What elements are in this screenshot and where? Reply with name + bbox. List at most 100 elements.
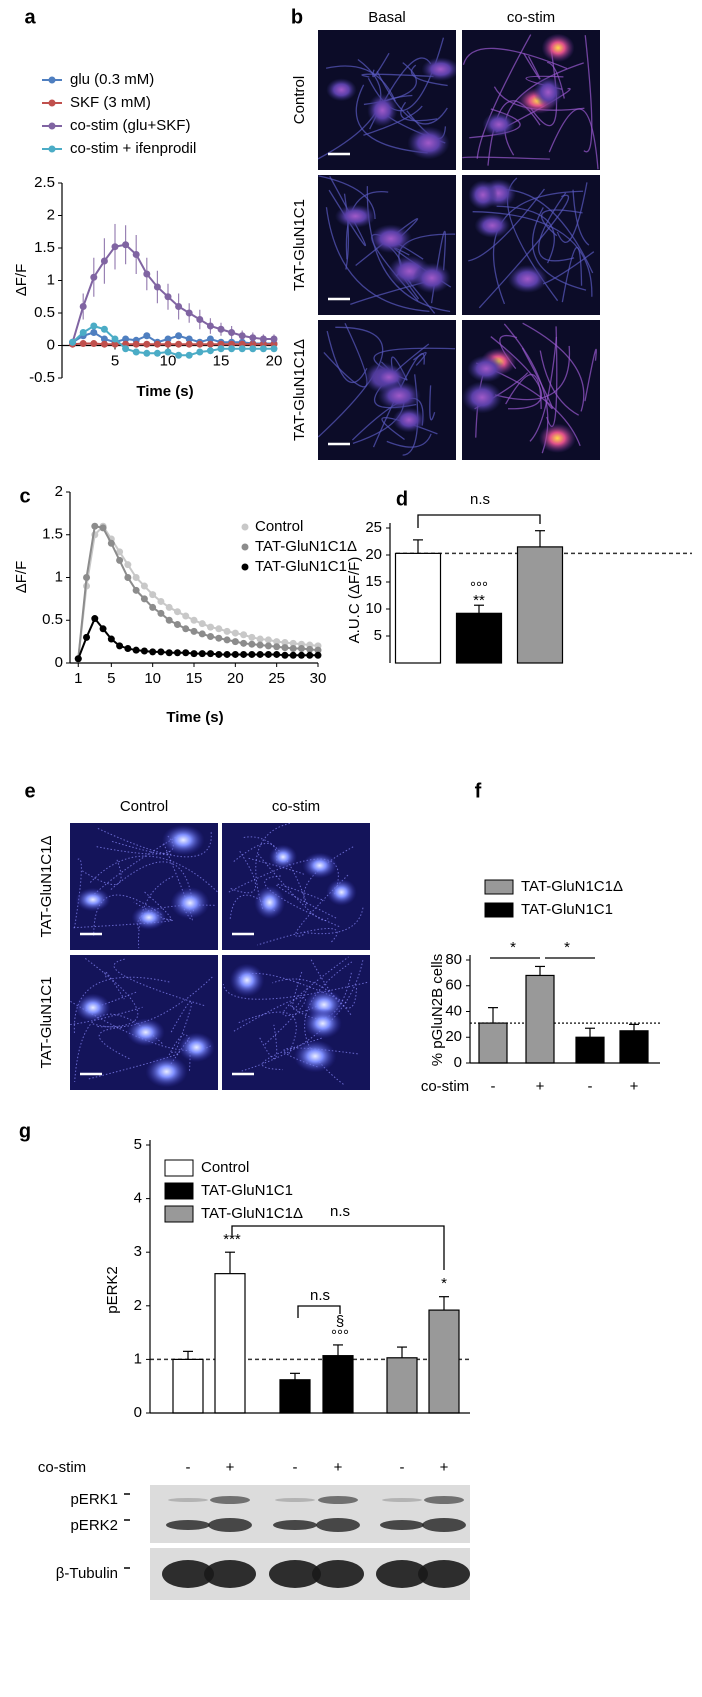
data-point — [140, 582, 148, 590]
y-tick-label: 1 — [134, 1350, 142, 1367]
category-label: + — [334, 1459, 343, 1476]
blot-band — [316, 1518, 360, 1532]
neurite — [522, 322, 585, 412]
soma — [533, 76, 563, 108]
panel-label: e — [24, 780, 35, 802]
soma — [377, 381, 421, 411]
annotation: ** — [473, 592, 485, 609]
legend-swatch — [164, 1205, 194, 1223]
y-tick-label: 10 — [365, 600, 382, 617]
y-tick-label: 0 — [454, 1054, 462, 1071]
x-tick-label: 10 — [160, 352, 177, 369]
data-point — [256, 635, 264, 643]
micrograph-content — [222, 823, 370, 950]
bar — [575, 1036, 605, 1064]
data-point — [116, 556, 124, 564]
neurite — [529, 336, 558, 442]
soma — [412, 262, 451, 294]
blot-band — [422, 1518, 466, 1532]
blot-band — [204, 1560, 256, 1588]
data-point — [196, 348, 204, 356]
neurite — [410, 64, 448, 87]
neurite — [561, 247, 583, 303]
neurite — [429, 385, 436, 421]
data-point — [157, 648, 165, 656]
bar — [455, 612, 503, 664]
data-point — [111, 335, 119, 343]
blot-band — [318, 1496, 358, 1504]
data-point — [143, 349, 151, 357]
data-point — [259, 345, 267, 353]
micrograph-content — [462, 320, 600, 460]
data-point — [165, 649, 173, 657]
data-point — [175, 332, 183, 340]
blot-band — [162, 1560, 214, 1588]
soma — [482, 112, 516, 137]
data-point — [124, 561, 132, 569]
neurite — [72, 918, 174, 929]
data-point — [122, 335, 130, 343]
data-point — [99, 524, 107, 532]
data-point — [264, 650, 272, 658]
data-point — [107, 635, 115, 643]
neurite — [275, 883, 337, 919]
micrograph-content — [318, 30, 456, 170]
data-point — [314, 646, 322, 654]
soma — [170, 886, 210, 919]
data-point — [124, 574, 132, 581]
data-point — [207, 632, 215, 640]
legend-swatch — [484, 902, 514, 918]
micrograph-content — [70, 955, 218, 1090]
legend-label: Control — [255, 518, 303, 535]
y-tick-label: 0 — [55, 654, 63, 671]
neurite — [104, 971, 125, 1000]
column-label: co-stim — [272, 798, 320, 815]
neurite — [318, 326, 384, 438]
annotation: * — [510, 939, 516, 956]
data-point — [231, 638, 239, 646]
blot-band — [210, 1496, 250, 1504]
blot-band — [208, 1518, 252, 1532]
data-point — [264, 642, 272, 650]
neurite — [95, 835, 174, 855]
category-label: + — [226, 1459, 235, 1476]
data-point — [185, 309, 193, 317]
soma — [462, 381, 503, 414]
neurite — [539, 350, 580, 416]
neurite — [110, 861, 195, 913]
x-tick-label: 15 — [213, 352, 230, 369]
bar — [428, 1309, 460, 1414]
data-point — [231, 629, 239, 637]
soma — [369, 224, 412, 254]
y-tick-label: 2 — [55, 483, 63, 500]
neurite — [548, 108, 599, 170]
micrograph — [70, 823, 218, 950]
y-axis-label: % pGluN2B cells — [429, 954, 446, 1067]
x-tick-label: 15 — [186, 670, 203, 687]
legend-marker — [241, 563, 249, 571]
row-label: TAT-GluN1C1Δ — [291, 339, 308, 441]
y-tick-label: 2 — [47, 206, 55, 223]
legend-marker — [48, 122, 56, 130]
annotation: °°° — [331, 1327, 349, 1344]
neurite — [413, 352, 427, 366]
data-point — [90, 329, 98, 336]
micrograph-content — [462, 175, 600, 315]
data-point — [100, 340, 108, 348]
bar — [525, 974, 555, 1064]
data-point — [132, 340, 140, 348]
data-point — [281, 638, 289, 646]
neurite — [343, 193, 350, 270]
row-label: TAT-GluN1C1Δ — [38, 836, 55, 938]
blot-band — [312, 1560, 364, 1588]
neurite — [288, 972, 352, 1020]
data-point — [153, 283, 161, 291]
data-point — [124, 644, 132, 652]
data-point — [185, 351, 193, 359]
data-point — [297, 651, 305, 659]
neurite — [530, 48, 558, 127]
data-point — [249, 345, 257, 353]
annotation: * — [441, 1275, 447, 1292]
micrograph — [222, 955, 370, 1090]
legend-label: SKF (3 mM) — [70, 94, 151, 111]
